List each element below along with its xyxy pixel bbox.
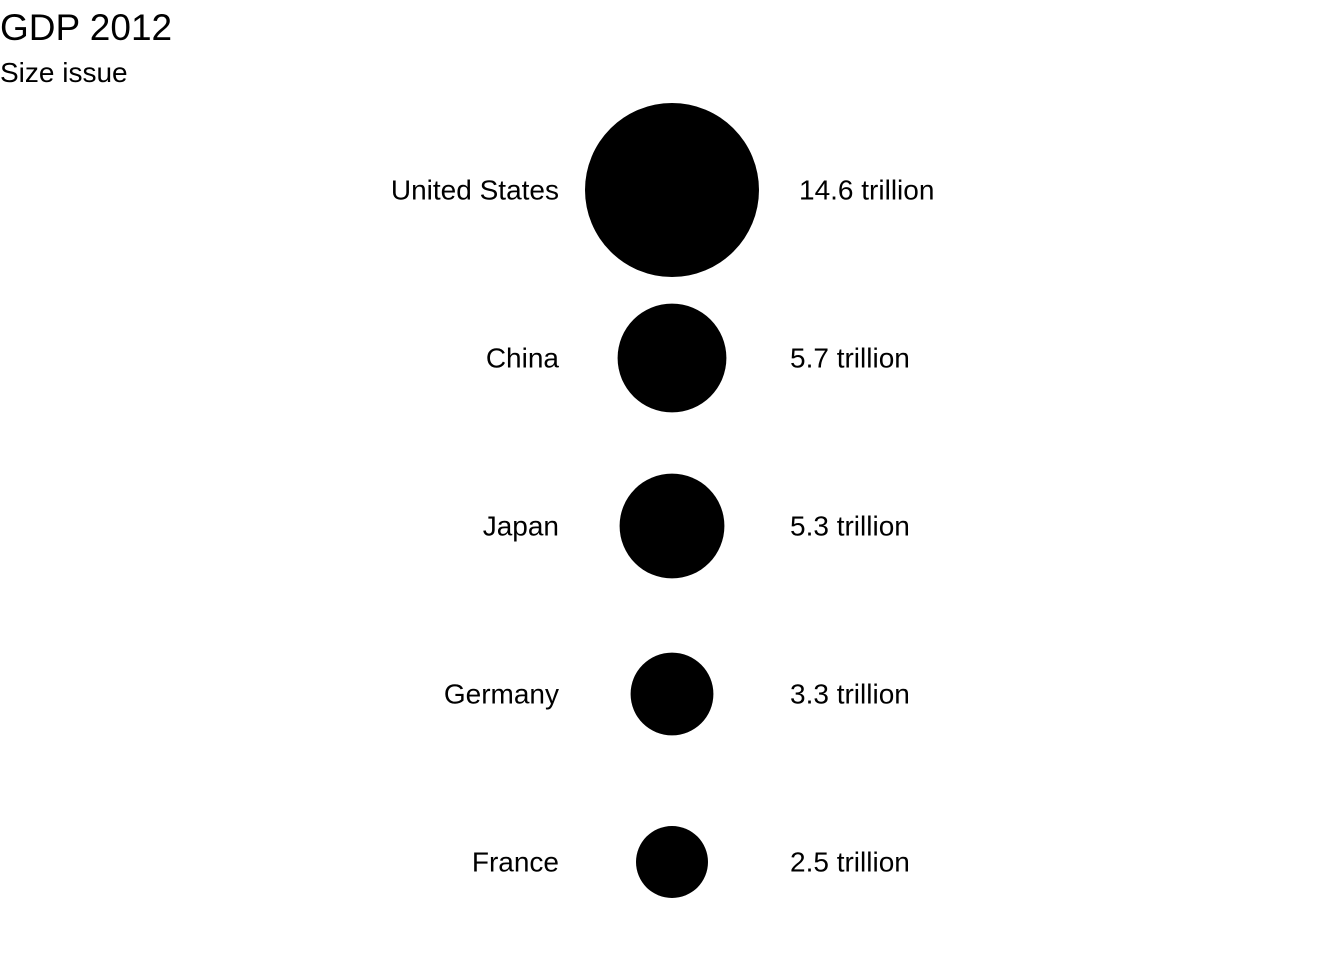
gdp-value-label: 14.6 trillion: [799, 175, 934, 206]
bubble-row: Germany 3.3 trillion: [444, 652, 910, 736]
bubble-row: France 2.5 trillion: [472, 826, 910, 898]
bubble-row: China 5.7 trillion: [486, 303, 910, 413]
country-label: United States: [391, 175, 559, 206]
country-label: France: [472, 847, 559, 878]
bubble-rows: United States 14.6 trillion China 5.7 trill…: [391, 103, 934, 898]
bubble-row: Japan 5.3 trillion: [483, 473, 910, 579]
chart-subtitle: Size issue: [0, 57, 128, 88]
gdp-value-label: 2.5 trillion: [790, 847, 910, 878]
gdp-bubble: [619, 473, 725, 579]
gdp-bubble: [636, 826, 708, 898]
gdp-bubble: [630, 652, 714, 736]
country-label: Germany: [444, 679, 559, 710]
country-label: China: [486, 343, 560, 374]
gdp-value-label: 5.7 trillion: [790, 343, 910, 374]
chart-title: GDP 2012: [0, 7, 173, 48]
gdp-value-label: 3.3 trillion: [790, 679, 910, 710]
gdp-bubble: [585, 103, 759, 277]
gdp-value-label: 5.3 trillion: [790, 511, 910, 542]
bubble-row: United States 14.6 trillion: [391, 103, 934, 277]
country-label: Japan: [483, 511, 559, 542]
gdp-bubble: [617, 303, 727, 413]
